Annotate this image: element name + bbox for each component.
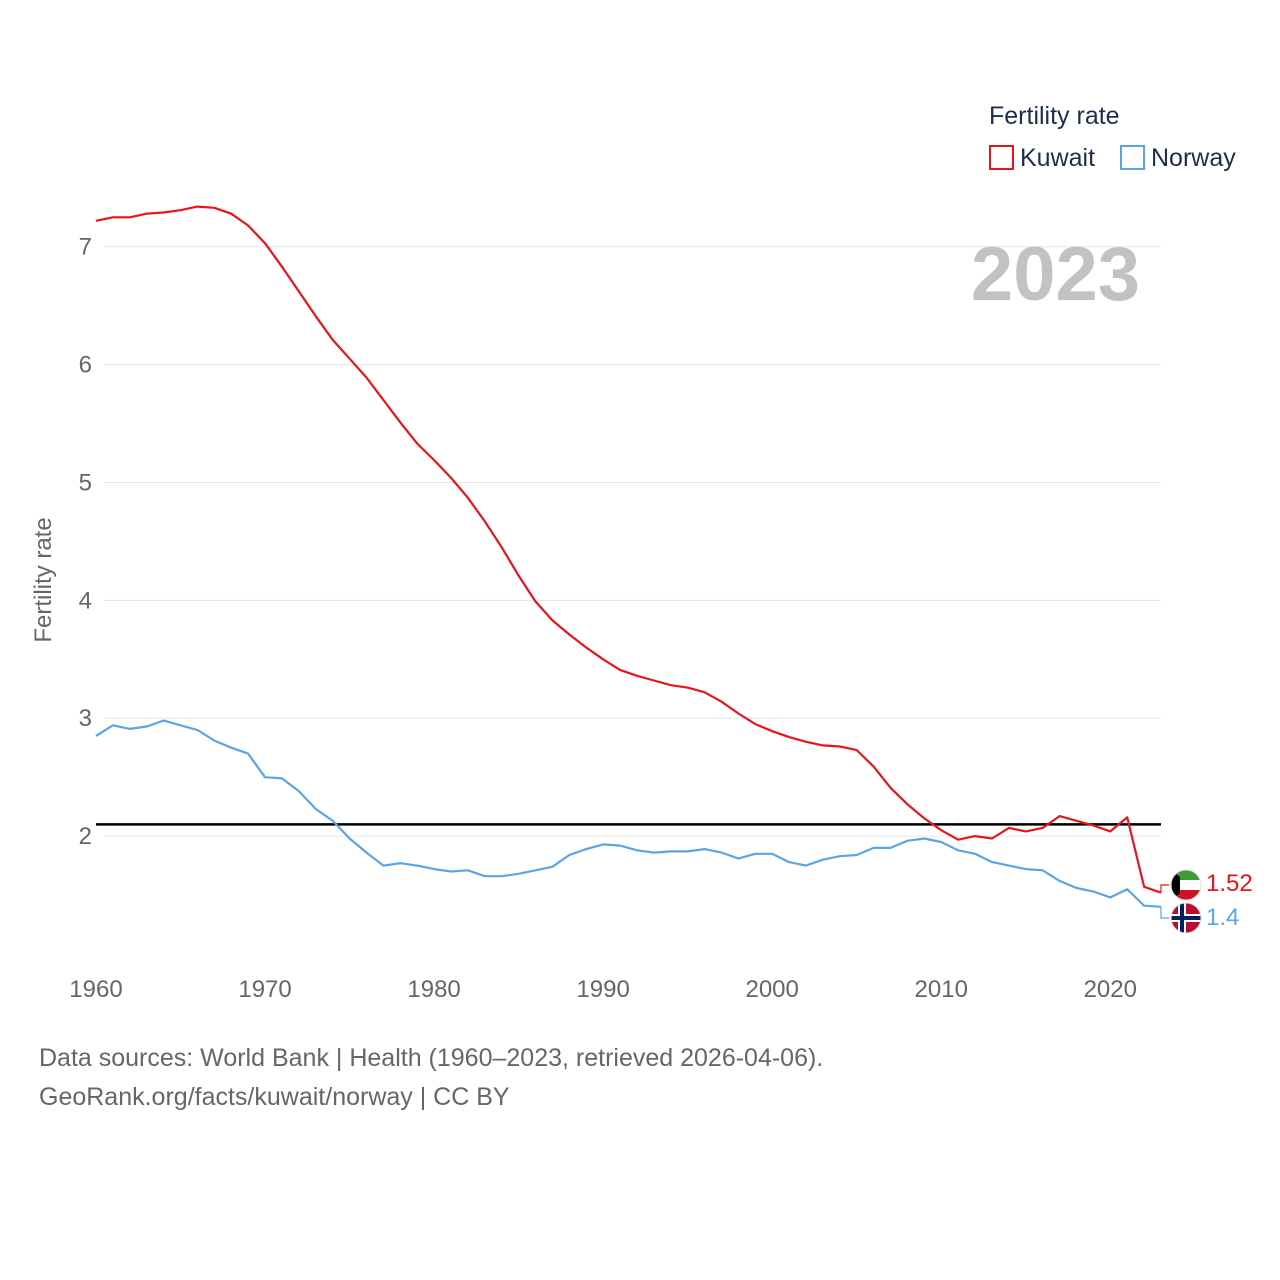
y-tick-label: 7 [79, 234, 92, 261]
series-lines [95, 205, 1169, 919]
norway-flag-border [1170, 902, 1202, 934]
gridlines [104, 246, 1161, 837]
y-tick-label: 5 [79, 469, 92, 496]
y-axis-label: Fertility rate [30, 517, 57, 642]
legend-label-norway[interactable]: Norway [1151, 144, 1236, 172]
series-line-kuwait[interactable] [95, 205, 1162, 894]
series-connector-norway [1160, 906, 1169, 919]
x-tick-label: 2000 [745, 976, 798, 1003]
footer-attribution[interactable]: GeoRank.org/facts/kuwait/norway | CC BY [39, 1083, 510, 1111]
x-axis-ticks: 1960 1970 1980 1990 2000 2010 2020 [69, 976, 1137, 1003]
y-tick-label: 4 [79, 587, 92, 614]
y-tick-label: 6 [79, 352, 92, 379]
x-tick-label: 1990 [576, 976, 629, 1003]
norway-end-value: 1.4 [1206, 904, 1239, 931]
y-tick-label: 2 [79, 823, 92, 850]
legend-label-kuwait[interactable]: Kuwait [1020, 144, 1095, 172]
y-axis-ticks: 2 3 4 5 6 7 [79, 234, 92, 850]
legend-swatch-kuwait[interactable] [989, 145, 1014, 170]
x-tick-label: 2010 [915, 976, 968, 1003]
series-connector-kuwait [1160, 884, 1169, 893]
fertility-rate-chart: 2 3 4 5 6 7 1960 1970 1980 1990 2000 2010 2020 Fert… [30, 102, 1253, 1003]
x-tick-label: 1970 [238, 976, 291, 1003]
kuwait-flag-border [1170, 869, 1202, 901]
legend: Fertility rate Kuwait Norway [989, 102, 1236, 172]
legend-title: Fertility rate [989, 102, 1120, 130]
x-tick-label: 2020 [1084, 976, 1137, 1003]
legend-swatch-norway[interactable] [1120, 145, 1145, 170]
kuwait-end-value: 1.52 [1206, 870, 1253, 897]
x-tick-label: 1980 [407, 976, 460, 1003]
footer-sources: Data sources: World Bank | Health (1960–… [39, 1044, 824, 1072]
x-tick-label: 1960 [69, 976, 122, 1003]
year-label: 2023 [971, 232, 1140, 317]
y-tick-label: 3 [79, 705, 92, 732]
norway-flag-icon [1171, 903, 1201, 933]
series-line-norway[interactable] [95, 719, 1162, 908]
